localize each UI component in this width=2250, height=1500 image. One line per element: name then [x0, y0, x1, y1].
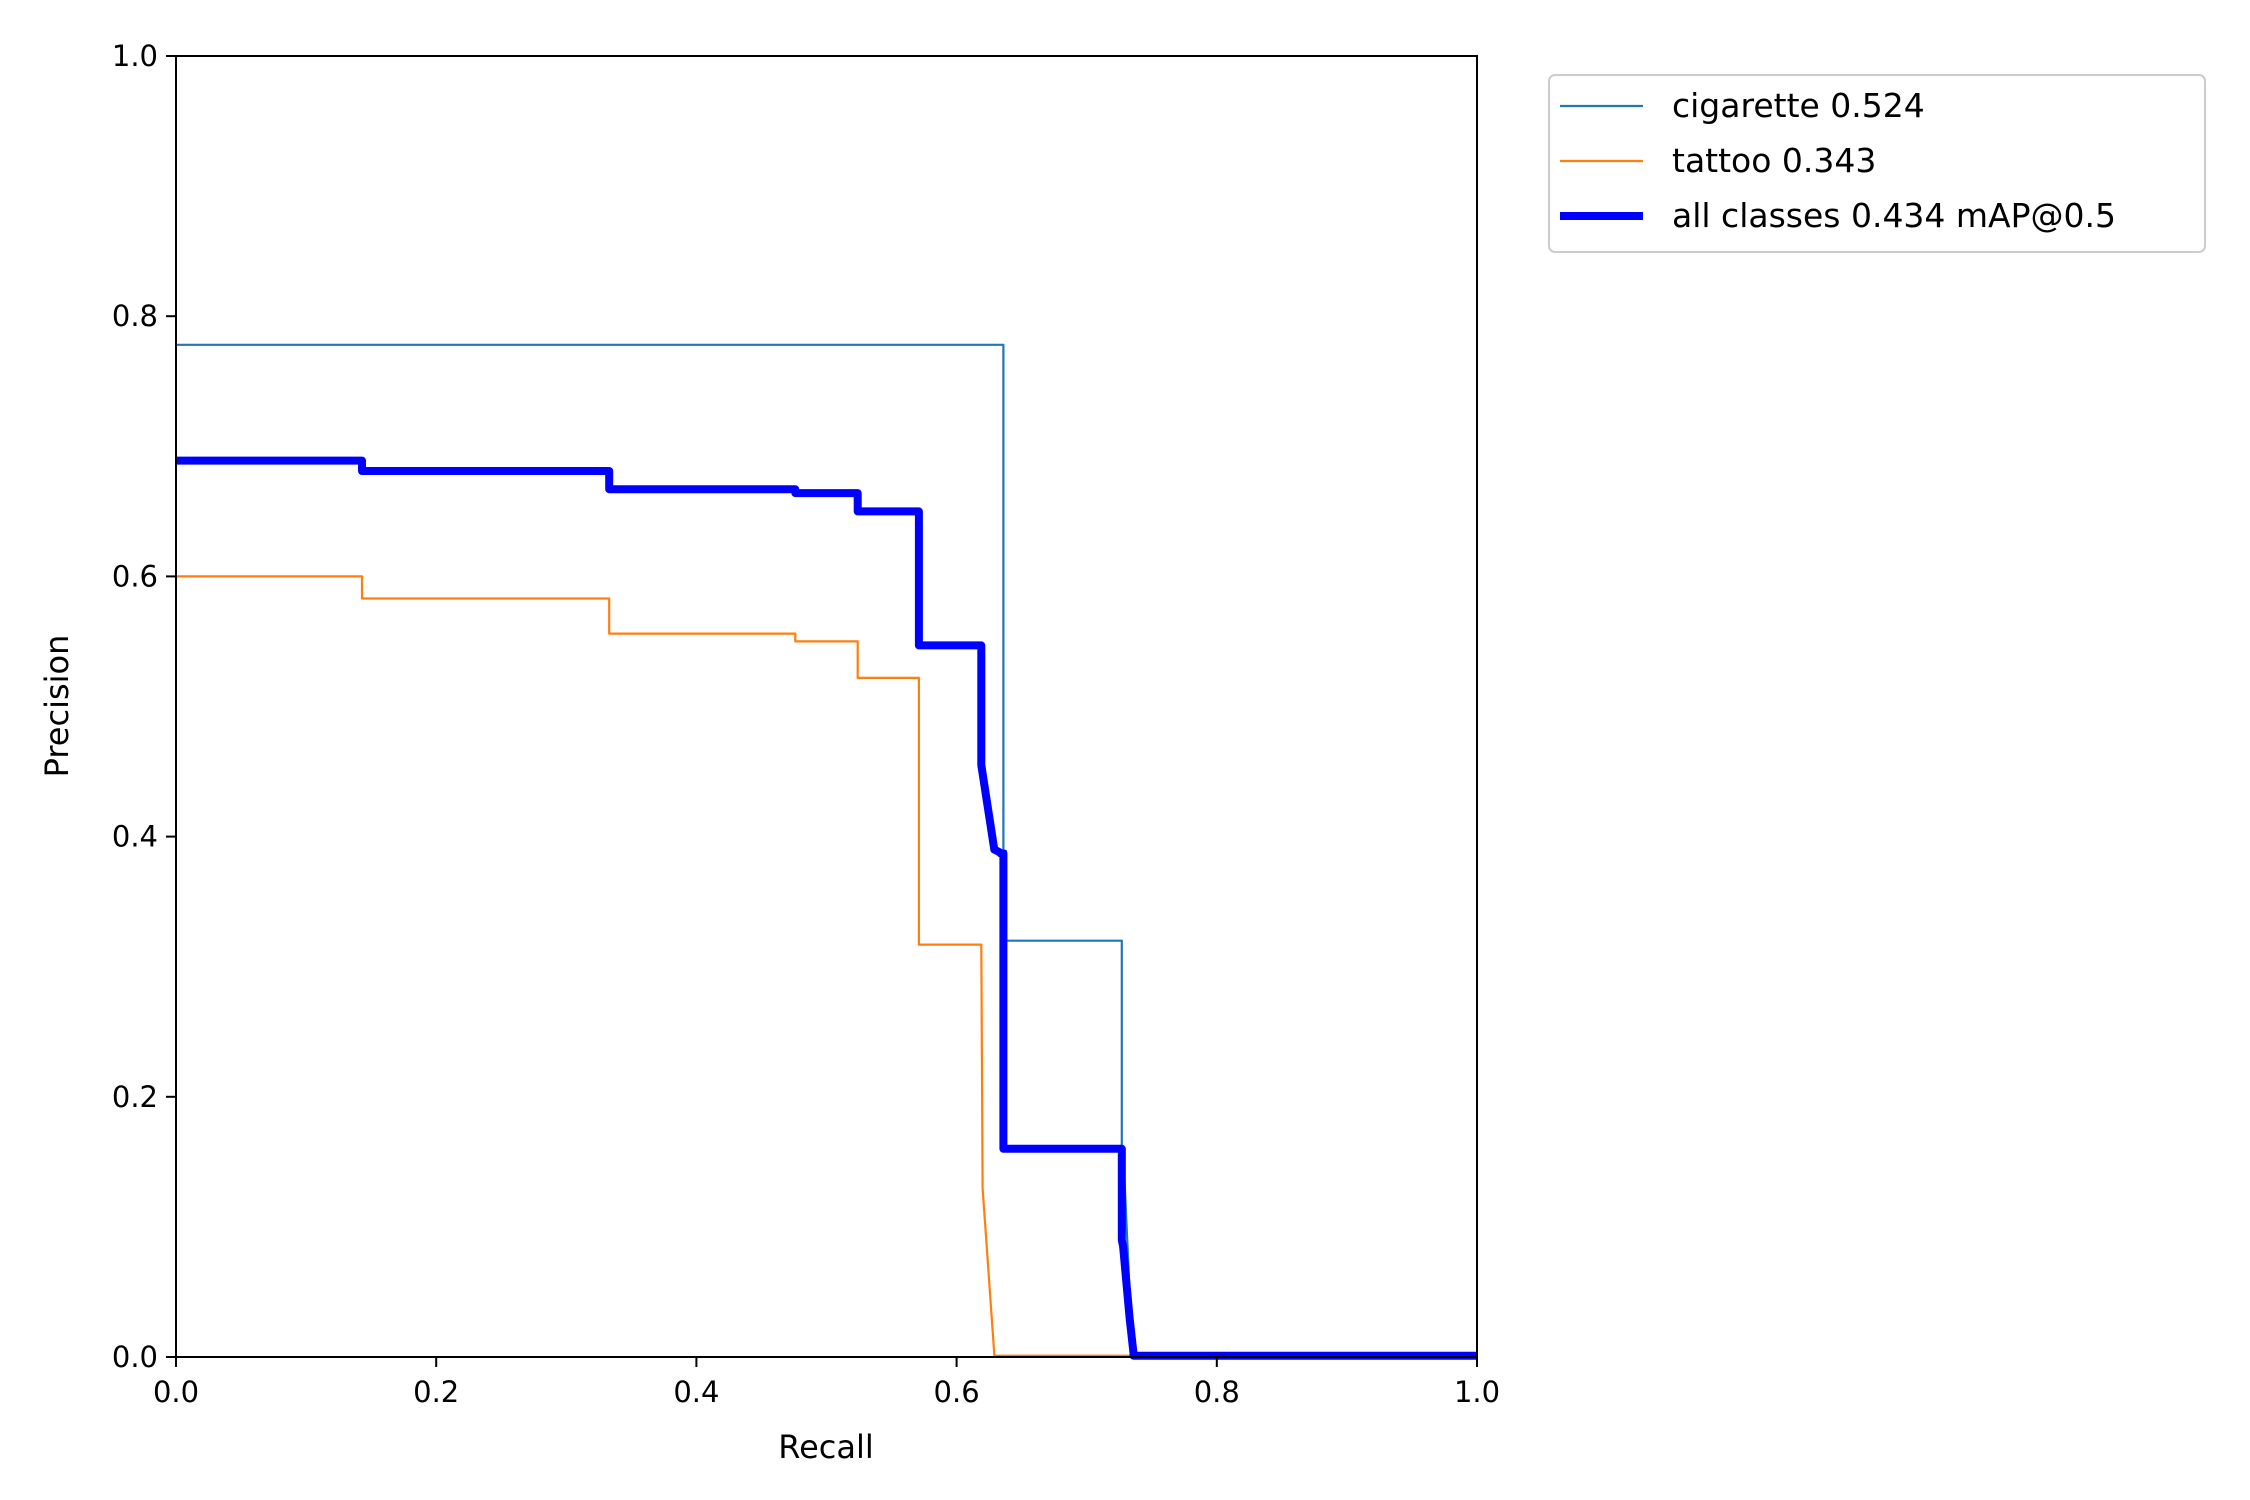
- x-tick-label: 1.0: [1454, 1375, 1500, 1409]
- x-tick-label: 0.0: [153, 1375, 199, 1409]
- y-axis-title: Precision: [38, 635, 76, 778]
- y-tick-label: 0.2: [112, 1080, 158, 1114]
- x-tick-label: 0.2: [413, 1375, 459, 1409]
- y-tick-label: 0.4: [112, 820, 158, 854]
- legend-label-3: all classes 0.434 mAP@0.5: [1672, 196, 2116, 235]
- y-tick-label: 0.8: [112, 299, 158, 333]
- x-axis: 0.0 0.2 0.4 0.6 0.8 1.0: [153, 1357, 1500, 1409]
- series-layer: [176, 343, 1477, 1360]
- y-tick-label: 0.6: [112, 559, 158, 593]
- x-tick-label: 0.8: [1194, 1375, 1240, 1409]
- x-tick-label: 0.6: [934, 1375, 980, 1409]
- legend-label-1: cigarette 0.524: [1672, 86, 1925, 125]
- series-line-2: [176, 575, 1139, 1357]
- legend-items: cigarette 0.524 tattoo 0.343 all classes 0…: [1560, 86, 2116, 235]
- y-tick-label: 1.0: [112, 39, 158, 73]
- plot-frame: [175, 55, 1478, 1358]
- y-tick-label: 0.0: [112, 1340, 158, 1374]
- y-axis: 0.0 0.2 0.4 0.6 0.8 1.0: [112, 39, 176, 1374]
- series-line-3: [176, 456, 1477, 1360]
- legend: cigarette 0.524 tattoo 0.343 all classes 0…: [1548, 74, 2206, 253]
- x-axis-title: Recall: [778, 1428, 873, 1466]
- x-tick-label: 0.4: [673, 1375, 719, 1409]
- legend-label-2: tattoo 0.343: [1672, 141, 1876, 180]
- legend-box: [1548, 74, 2206, 253]
